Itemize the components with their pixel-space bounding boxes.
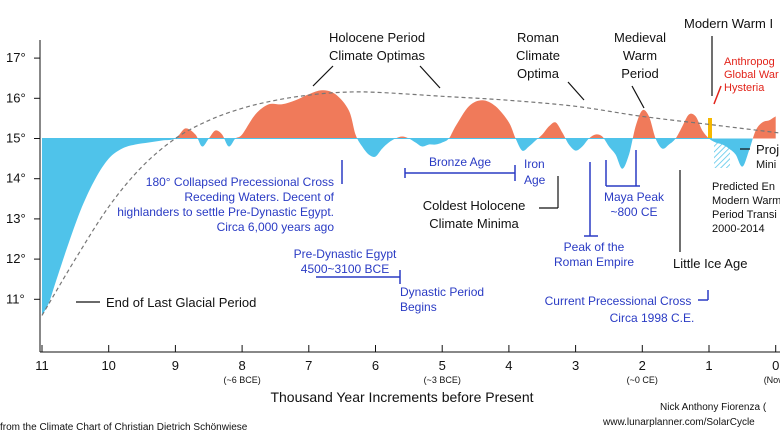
x-tick-label: 3: [572, 358, 579, 373]
x-tick-sublabel: (~6 BCE): [223, 375, 260, 385]
temperature-areas: [42, 90, 776, 316]
dynastic-label-1: Dynastic Period: [400, 285, 484, 299]
coldest-label-2: Climate Minima: [429, 216, 519, 231]
website-credit: www.lunarplanner.com/SolarCycle: [602, 417, 755, 428]
x-tick-label: 2: [639, 358, 646, 373]
x-tick-label: 1: [705, 358, 712, 373]
x-tick-label: 7: [305, 358, 312, 373]
x-tick-sublabel: (~0 CE): [627, 375, 658, 385]
holocene-pointer-right: [419, 65, 441, 89]
predicted-label-3: Period Transi: [712, 209, 777, 221]
iron-age-label-1: Iron: [524, 157, 545, 171]
author-credit: Nick Anthony Fiorenza (: [660, 402, 767, 413]
medieval-label-1: Medieval: [614, 30, 666, 45]
x-tick-label: 8: [238, 358, 245, 373]
modern-warm-label: Modern Warm I: [684, 16, 773, 31]
maya-label-2: ~800 CE: [610, 205, 657, 219]
x-axis-title: Thousand Year Increments before Present: [270, 389, 533, 405]
warm-anomaly-area: [42, 90, 776, 139]
anthro-label-2: Global War: [724, 69, 779, 81]
iron-age-label-2: Age: [524, 173, 546, 187]
anthro-label-3: Hysteria: [724, 82, 765, 94]
current-cross-label-1: Current Precessional Cross: [545, 294, 692, 308]
x-tick-sublabel: (~3 BCE): [424, 375, 461, 385]
predynastic-label-1: Pre-Dynastic Egypt: [294, 247, 397, 261]
medieval-label-3: Period: [621, 66, 659, 81]
roman-label-2: Climate: [516, 48, 560, 63]
trend-line: [41, 91, 780, 316]
y-tick-label: 17°: [6, 50, 26, 65]
annotations: Holocene Period Climate Optimas Roman Cl…: [76, 16, 780, 325]
roman-label-1: Roman: [517, 30, 559, 45]
proj-label-1: Proj: [756, 142, 779, 157]
x-tick-label: 10: [101, 358, 115, 373]
predicted-label-4: 2000-2014: [712, 223, 765, 235]
roman-peak-label-2: Roman Empire: [554, 255, 634, 269]
glacial-label: End of Last Glacial Period: [106, 295, 256, 310]
x-tick-label: 0: [772, 358, 779, 373]
y-tick-label: 12°: [6, 251, 26, 266]
precess-label-3: highlanders to settle Pre-Dynastic Egypt…: [117, 205, 334, 219]
cold-anomaly-area: [42, 138, 776, 316]
holocene-pointer-left: [312, 65, 334, 87]
y-tick-label: 14°: [6, 171, 26, 186]
coldest-label-1: Coldest Holocene: [423, 198, 526, 213]
holocene-label-1: Holocene Period: [329, 30, 425, 45]
x-tick-label: 9: [172, 358, 179, 373]
y-tick-label: 15°: [6, 131, 26, 146]
roman-peak-label-1: Peak of the: [564, 240, 625, 254]
x-tick-label: 6: [372, 358, 379, 373]
projected-hatch: [714, 140, 730, 168]
maya-label-1: Maya Peak: [604, 190, 665, 204]
anthro-label-1: Anthropog: [724, 56, 775, 68]
little-ice-label: Little Ice Age: [673, 256, 747, 271]
medieval-label-2: Warm: [623, 48, 657, 63]
y-tick-label: 11°: [6, 291, 25, 306]
roman-label-3: Optima: [517, 66, 560, 81]
footer: from the Climate Chart of Christian Diet…: [0, 402, 767, 433]
precess-label-4: Circa 6,000 years ago: [217, 220, 335, 234]
x-tick-label: 4: [505, 358, 512, 373]
holocene-label-2: Climate Optimas: [329, 48, 426, 63]
medieval-pointer: [631, 85, 645, 109]
bronze-age-label: Bronze Age: [429, 155, 491, 169]
predicted-label-1: Predicted En: [712, 181, 775, 193]
x-tick-label: 5: [439, 358, 446, 373]
y-tick-label: 13°: [6, 211, 26, 226]
proj-label-2: Mini: [756, 159, 776, 171]
dynastic-label-2: Begins: [400, 300, 437, 314]
predicted-label-2: Modern Warm: [712, 195, 780, 207]
precess-label-2: Receding Waters. Decent of: [184, 190, 334, 204]
y-tick-label: 16°: [6, 90, 26, 105]
source-credit: from the Climate Chart of Christian Diet…: [0, 422, 248, 433]
axes: 11°12°13°14°15°16°17° 11 10 9 8(~6 BCE)7 6 5(…: [6, 40, 780, 405]
anthro-pointer: [713, 85, 722, 105]
precess-label-1: 180° Collapsed Precessional Cross: [146, 175, 334, 189]
modern-warm-marker: [708, 118, 712, 138]
predynastic-label-2: 4500~3100 BCE: [301, 262, 389, 276]
roman-pointer: [567, 81, 585, 101]
current-cross-label-2: Circa 1998 C.E.: [610, 311, 695, 325]
x-tick-label: 11: [35, 358, 49, 373]
x-tick-sublabel: (Now): [764, 375, 780, 385]
